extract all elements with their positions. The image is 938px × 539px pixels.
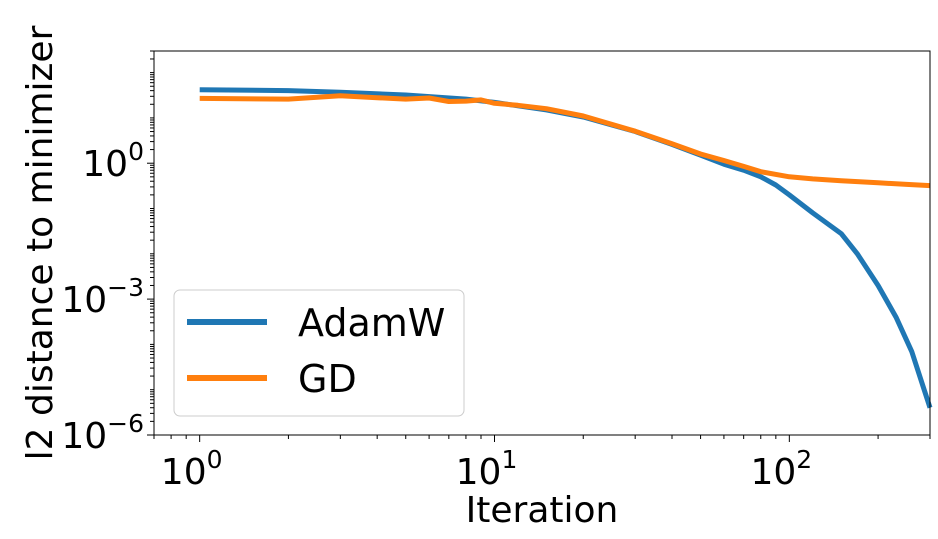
series-layer xyxy=(199,87,933,409)
x-tick-label: 100 xyxy=(161,445,223,493)
x-tick-label: 101 xyxy=(456,445,518,493)
y-tick-label: 10−6 xyxy=(61,409,144,457)
y-tick-label: 10−3 xyxy=(61,273,144,321)
y-tick-label: 100 xyxy=(82,137,144,185)
series-line-gd xyxy=(199,93,931,189)
y-axis-ticks: 100 10−3 10−6 xyxy=(61,50,154,457)
y-axis-label: l2 distance to minimizer xyxy=(20,25,61,460)
legend-label-adamw: AdamW xyxy=(298,301,445,345)
plot-frame xyxy=(153,50,931,436)
x-tick-label: 102 xyxy=(750,445,812,493)
x-axis-ticks: 100 101 102 xyxy=(153,435,931,493)
x-axis-label: Iteration xyxy=(466,490,619,531)
legend-label-gd: GD xyxy=(298,357,357,401)
series-line-adamw xyxy=(199,87,933,409)
legend: AdamW GD xyxy=(173,289,465,417)
